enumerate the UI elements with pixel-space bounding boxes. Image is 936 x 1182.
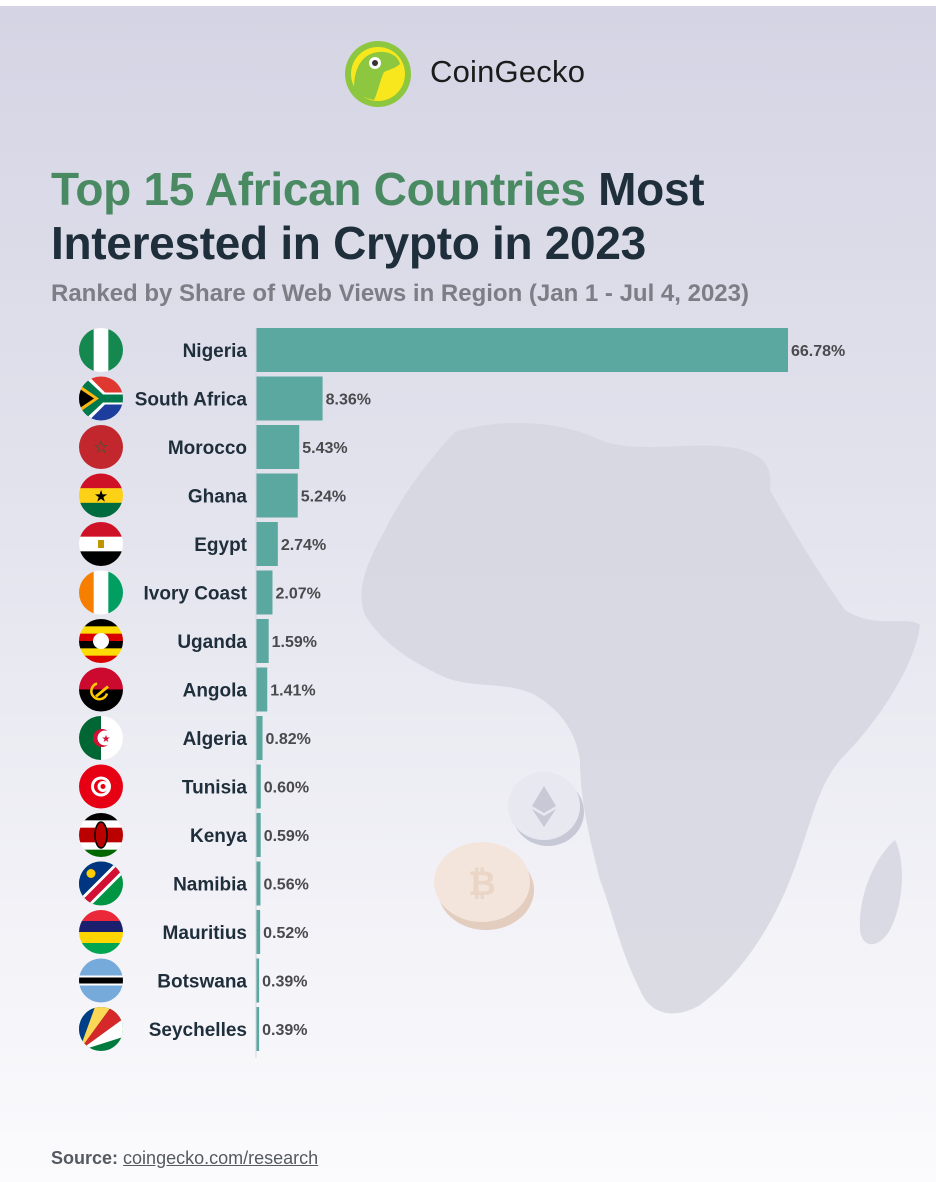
egypt-flag-icon <box>79 522 123 566</box>
country-label: Ghana <box>188 487 248 508</box>
country-label: South Africa <box>135 390 248 411</box>
subtitle: Ranked by Share of Web Views in Region (… <box>51 280 749 307</box>
top-edge <box>0 0 936 6</box>
value-label: 1.41% <box>270 683 315 700</box>
ivory-coast-flag-icon <box>79 570 123 615</box>
bar <box>256 473 298 518</box>
value-label: 0.82% <box>266 731 311 748</box>
uganda-flag-icon <box>79 619 123 663</box>
brand-name: CoinGecko <box>430 54 586 89</box>
nigeria-flag-icon <box>79 328 123 372</box>
svg-text:★: ★ <box>102 734 111 745</box>
bar <box>256 716 263 760</box>
kenya-flag-icon <box>79 813 123 857</box>
value-label: 0.39% <box>262 974 307 991</box>
seychelles-flag-icon <box>79 1007 123 1051</box>
country-label: Kenya <box>190 826 247 847</box>
bar <box>256 522 278 566</box>
source-line: Source: coingecko.com/research <box>51 1148 318 1169</box>
bar <box>256 958 260 1003</box>
svg-text:★: ★ <box>94 487 108 506</box>
value-label: 1.59% <box>272 634 317 651</box>
south-africa-flag-icon <box>79 376 123 421</box>
coingecko-logo: CoinGecko <box>344 40 644 110</box>
value-label: 8.36% <box>326 392 371 409</box>
bar <box>256 619 269 663</box>
bar <box>256 667 268 712</box>
value-label: 5.24% <box>301 489 346 506</box>
namibia-flag-icon <box>79 861 123 906</box>
algeria-flag-icon: ★ <box>79 716 123 760</box>
bar <box>256 328 788 372</box>
bar <box>256 570 273 615</box>
country-label: Algeria <box>183 729 248 750</box>
bar <box>256 861 261 906</box>
page-title: Top 15 African Countries Most Interested… <box>51 162 921 270</box>
bitcoin-coin-icon: ₿ <box>434 842 534 930</box>
bar <box>256 813 261 857</box>
mauritius-flag-icon <box>79 910 123 954</box>
value-label: 66.78% <box>791 343 845 360</box>
value-label: 0.56% <box>263 877 308 894</box>
tunisia-flag-icon <box>79 764 123 809</box>
value-label: 2.07% <box>275 586 320 603</box>
bar <box>256 910 261 954</box>
bar <box>256 376 323 421</box>
ghana-flag-icon: ★ <box>79 473 123 518</box>
title-highlight: Top 15 African Countries <box>51 163 586 215</box>
title-rest: Most Interested in Crypto in 2023 <box>51 163 705 269</box>
country-label: Namibia <box>173 875 247 896</box>
country-label: Seychelles <box>149 1020 247 1041</box>
country-label: Uganda <box>177 632 247 653</box>
bar <box>256 425 300 469</box>
bar <box>256 764 261 809</box>
value-label: 0.59% <box>264 828 309 845</box>
country-label: Tunisia <box>182 778 248 799</box>
svg-text:₿: ₿ <box>468 864 496 904</box>
source-link[interactable]: coingecko.com/research <box>123 1148 319 1168</box>
value-label: 5.43% <box>302 440 347 457</box>
country-label: Egypt <box>194 535 247 556</box>
value-label: 2.74% <box>281 537 326 554</box>
country-label: Ivory Coast <box>144 584 248 605</box>
country-label: Botswana <box>157 972 247 993</box>
country-label: Angola <box>183 681 248 702</box>
country-label: Morocco <box>168 438 247 459</box>
country-label: Mauritius <box>163 923 247 944</box>
gecko-icon <box>345 41 411 107</box>
value-label: 0.60% <box>264 780 309 797</box>
bar <box>256 1007 260 1051</box>
ethereum-coin-icon <box>508 772 584 846</box>
country-label: Nigeria <box>183 341 248 362</box>
svg-text:☆: ☆ <box>93 437 109 458</box>
value-label: 0.39% <box>262 1022 307 1039</box>
botswana-flag-icon <box>79 958 123 1003</box>
value-label: 0.52% <box>263 925 308 942</box>
morocco-flag-icon: ☆ <box>79 425 123 469</box>
source-label: Source: <box>51 1148 119 1168</box>
angola-flag-icon <box>79 667 123 712</box>
